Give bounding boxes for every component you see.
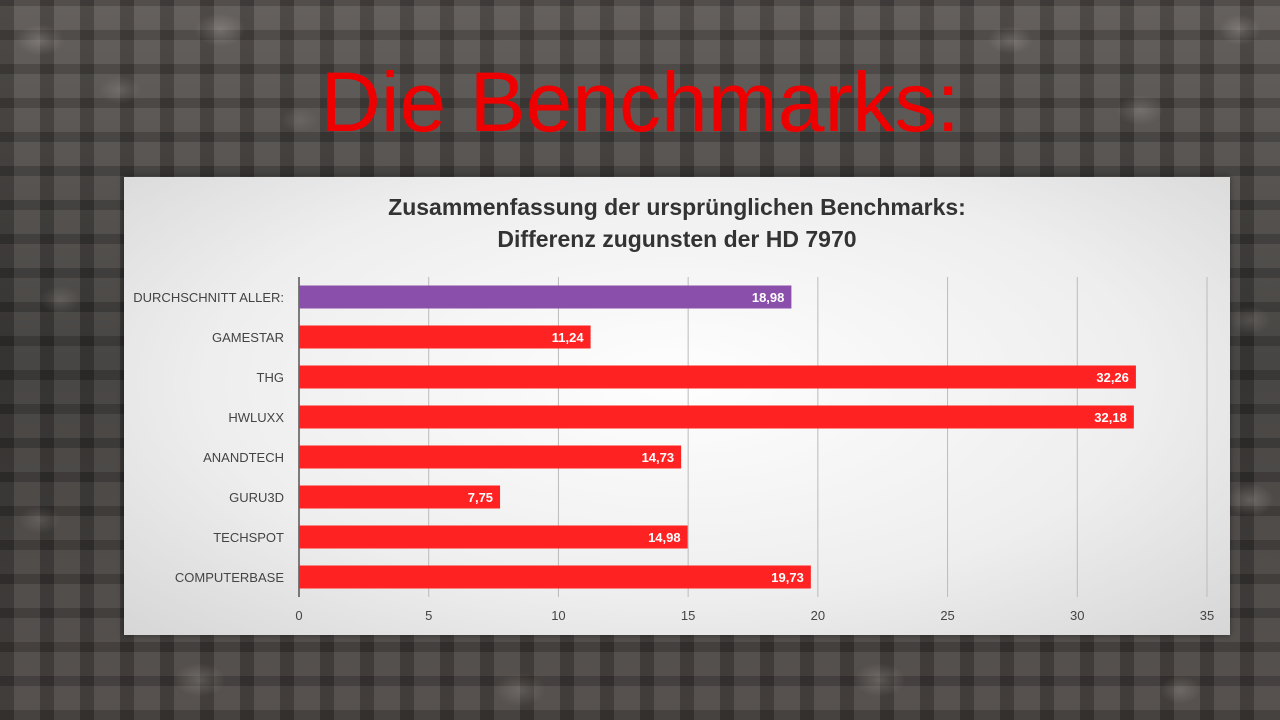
- data-label: 7,75: [468, 490, 493, 505]
- category-label: COMPUTERBASE: [175, 570, 284, 585]
- bar: [299, 485, 501, 509]
- bar: [299, 365, 1136, 389]
- bar: [299, 405, 1134, 429]
- bar-chart: 0 5 10 15 20 25 30 35 DURCHSCHNITT ALLER: 18,98 GA…: [133, 277, 1214, 623]
- x-tick-label: 35: [1200, 608, 1214, 623]
- x-tick-label: 10: [551, 608, 565, 623]
- bar: [299, 325, 591, 349]
- data-label: 19,73: [771, 570, 804, 585]
- bar: [299, 285, 792, 309]
- bar: [299, 525, 688, 549]
- data-label: 32,18: [1094, 410, 1127, 425]
- category-label: THG: [257, 370, 284, 385]
- category-label: ANANDTECH: [203, 450, 284, 465]
- category-label: DURCHSCHNITT ALLER:: [133, 290, 284, 305]
- x-tick-label: 25: [940, 608, 954, 623]
- chart-subtitle: Differenz zugunsten der HD 7970: [497, 226, 857, 252]
- bar: [299, 445, 682, 469]
- data-label: 14,98: [648, 530, 681, 545]
- x-tick-label: 0: [295, 608, 302, 623]
- category-label: GAMESTAR: [212, 330, 284, 345]
- data-label: 11,24: [552, 330, 585, 345]
- chart-panel: Zusammenfassung der ursprünglichen Bench…: [124, 177, 1230, 635]
- x-tick-label: 20: [811, 608, 825, 623]
- chart-title-block: Zusammenfassung der ursprünglichen Bench…: [124, 191, 1230, 255]
- chart-title: Zusammenfassung der ursprünglichen Bench…: [388, 194, 966, 220]
- x-tick-label: 5: [425, 608, 432, 623]
- bar: [299, 565, 811, 589]
- data-label: 32,26: [1096, 370, 1129, 385]
- x-tick-label: 30: [1070, 608, 1084, 623]
- data-label: 14,73: [642, 450, 675, 465]
- slide-title: Die Benchmarks:: [320, 55, 960, 149]
- data-label: 18,98: [752, 290, 785, 305]
- category-label: HWLUXX: [228, 410, 284, 425]
- x-tick-label: 15: [681, 608, 695, 623]
- category-label: GURU3D: [229, 490, 284, 505]
- category-label: TECHSPOT: [213, 530, 284, 545]
